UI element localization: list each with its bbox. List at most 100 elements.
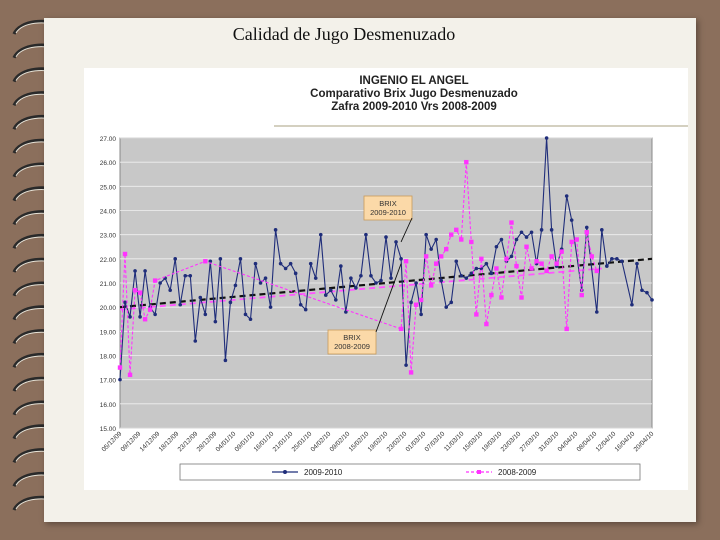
data-point [539,261,544,266]
data-point [389,276,393,280]
data-point [428,283,434,288]
y-tick-label: 18.00 [100,354,117,361]
data-point [549,254,554,259]
data-point [142,317,148,322]
data-point [464,159,469,165]
data-point [494,244,499,249]
data-point [349,276,353,280]
data-point [574,237,579,242]
data-point [303,307,308,312]
data-point [218,257,223,261]
legend-box [179,463,641,481]
data-point [344,310,348,314]
data-point [394,240,398,244]
data-point [645,290,649,295]
annotation-box [327,329,377,355]
data-point [423,254,429,259]
data-point [454,227,459,233]
data-point [399,257,403,261]
y-tick-label: 17.00 [100,378,117,385]
data-point [188,273,193,278]
data-point [489,292,494,298]
data-point [132,288,138,293]
data-point [424,232,428,237]
data-point [374,281,378,285]
page-title: Calidad de Jugo Desmenuzado [232,24,456,44]
data-point [544,136,549,140]
data-point [147,307,153,312]
data-point [318,232,323,237]
data-point [258,281,263,285]
data-point [459,237,464,242]
data-point [650,298,654,302]
data-point [569,218,574,222]
y-tick-label: 24.00 [100,209,117,216]
data-point [278,261,283,266]
data-point [449,232,454,237]
data-point [519,295,524,300]
chart-title-line: INGENIO EL ANGEL [359,75,468,87]
data-point [228,300,233,305]
data-point [133,269,137,273]
data-point [539,228,544,232]
y-tick-label: 26.00 [100,160,117,167]
data-point [369,273,373,278]
data-point [519,230,524,235]
data-point [524,244,529,249]
legend-swatch-marker [477,470,481,474]
data-point [193,339,198,343]
data-point [153,312,157,317]
data-point [594,268,599,274]
legend-label: 2009-2010 [304,468,343,477]
data-point [640,288,644,293]
annotation-text: 2008-2009 [334,342,370,351]
data-point [248,317,253,322]
data-point [454,259,459,264]
data-point [594,310,599,314]
data-point [223,358,228,363]
data-point [514,237,519,242]
data-point [143,269,147,273]
data-point [364,232,368,237]
trendline [119,257,653,309]
data-point [584,230,589,235]
data-point [474,312,479,317]
data-point [494,266,499,271]
data-point [474,266,479,271]
data-point [198,295,203,300]
data-point [429,247,433,251]
data-point [479,256,484,262]
data-point [589,254,594,259]
data-point [544,268,549,274]
data-point [123,300,127,305]
data-point [469,271,474,276]
data-point [564,194,569,198]
data-point [610,257,614,261]
data-point [418,297,424,303]
data-point [434,237,438,242]
y-tick-label: 15.00 [100,426,117,433]
data-point [398,326,404,332]
data-point [408,370,414,375]
data-point [359,273,363,278]
data-point [183,273,188,278]
data-point [620,259,624,264]
data-point [600,228,604,232]
data-point [403,259,409,264]
data-point [509,254,514,259]
data-point [569,239,574,245]
data-point [444,246,449,252]
data-point [152,278,158,283]
legend-swatch-marker [283,470,287,474]
data-point [564,326,569,332]
data-point [615,257,619,261]
data-point [584,225,589,230]
data-point [504,256,509,262]
data-point [630,302,634,307]
data-point [409,300,413,305]
y-tick-label: 20.00 [100,305,117,312]
y-tick-label: 23.00 [100,233,117,240]
data-point [313,276,318,280]
data-point [213,319,218,324]
trendline [119,267,602,311]
